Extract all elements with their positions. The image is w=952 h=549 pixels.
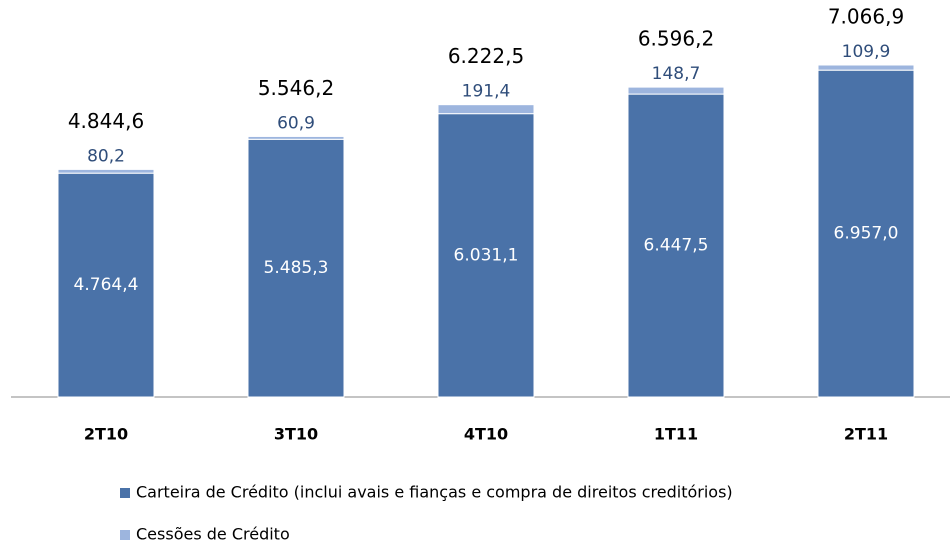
x-tick-label: 4T10	[464, 425, 508, 444]
data-label: 191,4	[462, 82, 511, 102]
bar-segment	[57, 168, 155, 174]
x-tick-label: 3T10	[274, 425, 318, 444]
legend-swatch	[120, 488, 130, 498]
bar-segment	[57, 172, 155, 398]
x-tick-label: 2T10	[84, 425, 128, 444]
bar-segment	[437, 113, 535, 398]
total-label: 6.596,2	[638, 27, 714, 51]
legend-swatch	[120, 530, 130, 540]
data-label: 6.957,0	[834, 224, 899, 244]
x-tick-label: 2T11	[844, 425, 888, 444]
data-label: 148,7	[652, 64, 701, 84]
bar-segment	[627, 93, 725, 398]
data-label: 80,2	[87, 146, 125, 166]
total-label: 7.066,9	[828, 5, 904, 29]
bar-segment	[247, 135, 345, 140]
data-label: 6.447,5	[644, 236, 709, 256]
total-label: 6.222,5	[448, 44, 524, 68]
data-label: 4.764,4	[74, 275, 139, 295]
data-label: 109,9	[842, 42, 891, 62]
bar-segment	[817, 64, 915, 71]
x-tick-label: 1T11	[654, 425, 698, 444]
legend-label: Carteira de Crédito (inclui avais e fian…	[136, 483, 733, 502]
data-label: 60,9	[277, 113, 315, 133]
bar-segment	[247, 138, 345, 398]
total-label: 4.844,6	[68, 109, 144, 133]
total-label: 5.546,2	[258, 76, 334, 100]
bar-segment	[437, 104, 535, 115]
data-label: 6.031,1	[454, 245, 519, 265]
bar-segment	[817, 69, 915, 398]
legend-label: Cessões de Crédito	[136, 525, 290, 544]
data-label: 5.485,3	[264, 258, 329, 278]
bar-segment	[627, 86, 725, 95]
